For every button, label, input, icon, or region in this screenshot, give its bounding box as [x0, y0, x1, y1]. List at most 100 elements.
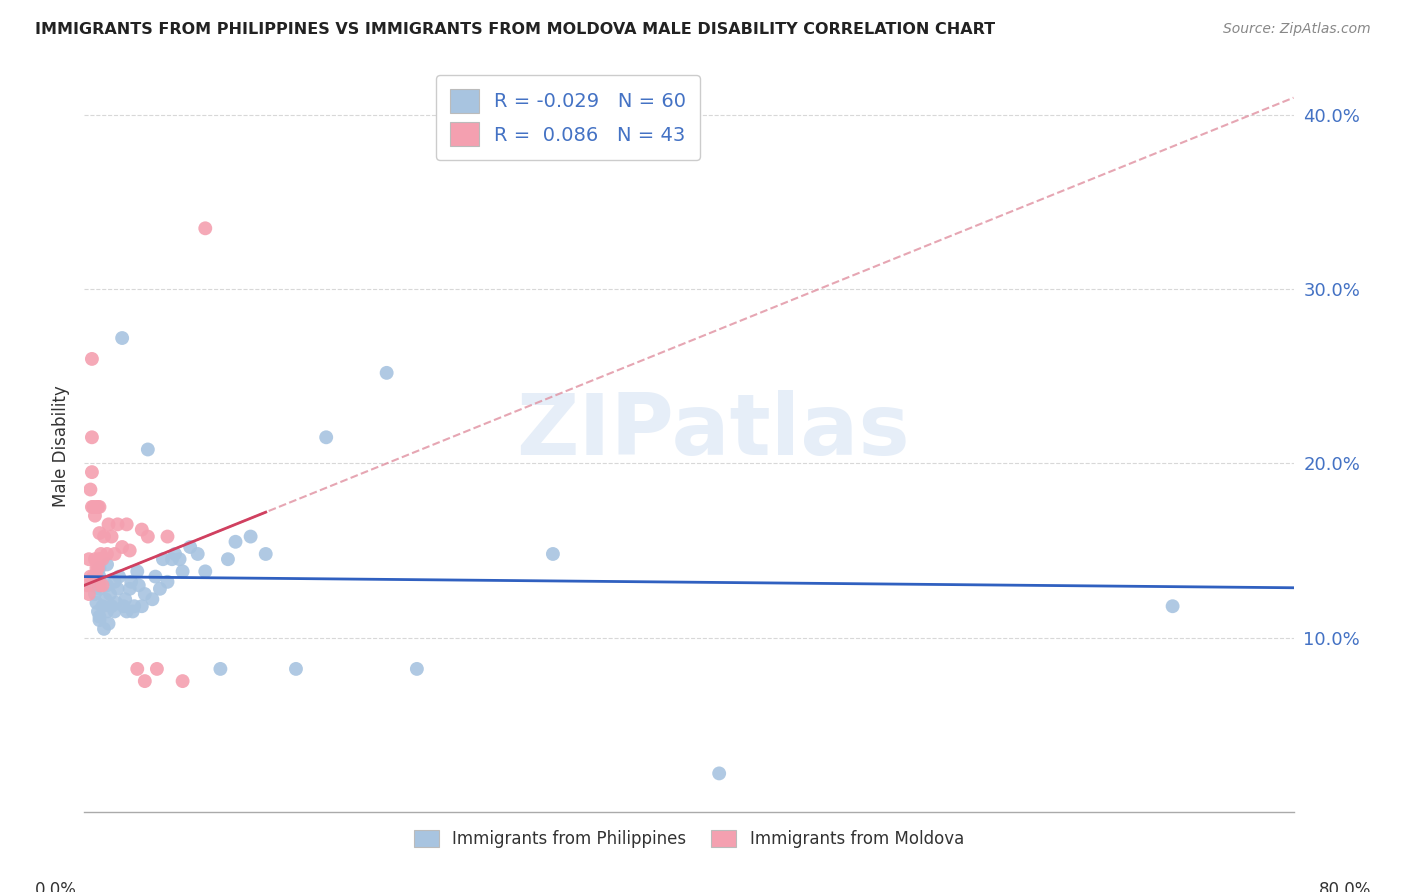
Point — [80, 430, 103, 444]
Point — [96, 547, 118, 561]
Point — [107, 517, 129, 532]
Point — [76, 578, 98, 592]
Point — [93, 530, 115, 544]
Point — [89, 609, 111, 624]
Point — [80, 578, 103, 592]
Point — [93, 622, 115, 636]
Point — [89, 582, 111, 596]
Point — [79, 483, 101, 497]
Point — [82, 500, 104, 514]
Point — [134, 674, 156, 689]
Point — [86, 569, 108, 583]
Point — [152, 552, 174, 566]
Point — [111, 331, 134, 345]
Point — [89, 526, 111, 541]
Point — [77, 552, 100, 566]
Point — [97, 517, 120, 532]
Point — [105, 596, 128, 610]
Text: Source: ZipAtlas.com: Source: ZipAtlas.com — [1223, 22, 1371, 37]
Point — [131, 599, 153, 614]
Point — [254, 547, 277, 561]
Point — [107, 582, 129, 596]
Point — [115, 604, 138, 618]
Text: 80.0%: 80.0% — [1319, 881, 1371, 892]
Point — [100, 599, 122, 614]
Point — [115, 517, 138, 532]
Point — [104, 547, 127, 561]
Point — [111, 540, 134, 554]
Point — [112, 599, 135, 614]
Point — [118, 543, 141, 558]
Point — [90, 547, 112, 561]
Point — [131, 523, 153, 537]
Y-axis label: Male Disability: Male Disability — [52, 385, 70, 507]
Point — [172, 674, 194, 689]
Point — [80, 351, 103, 366]
Text: 0.0%: 0.0% — [35, 881, 77, 892]
Text: ZIPatlas: ZIPatlas — [516, 390, 910, 473]
Point — [87, 604, 110, 618]
Point — [127, 565, 149, 579]
Point — [121, 604, 143, 618]
Point — [89, 569, 111, 583]
Point — [100, 530, 122, 544]
Point — [120, 574, 142, 589]
Point — [94, 592, 117, 607]
Point — [146, 662, 169, 676]
Point — [104, 574, 127, 589]
Point — [141, 592, 163, 607]
Point — [89, 561, 111, 575]
Point — [315, 430, 337, 444]
Point — [86, 596, 108, 610]
Point — [541, 547, 564, 561]
Text: IMMIGRANTS FROM PHILIPPINES VS IMMIGRANTS FROM MOLDOVA MALE DISABILITY CORRELATI: IMMIGRANTS FROM PHILIPPINES VS IMMIGRANT… — [35, 22, 995, 37]
Point — [375, 366, 398, 380]
Point — [86, 500, 108, 514]
Point — [156, 530, 179, 544]
Point — [1161, 599, 1184, 614]
Point — [285, 662, 308, 676]
Point — [89, 552, 111, 566]
Point — [160, 552, 183, 566]
Point — [97, 616, 120, 631]
Point — [156, 574, 179, 589]
Point — [79, 569, 101, 583]
Point — [104, 604, 127, 618]
Legend: Immigrants from Philippines, Immigrants from Moldova: Immigrants from Philippines, Immigrants … — [408, 823, 970, 855]
Point — [165, 547, 187, 561]
Point — [134, 587, 156, 601]
Point — [114, 592, 136, 607]
Point — [91, 552, 114, 566]
Point — [96, 558, 118, 572]
Point — [145, 569, 167, 583]
Point — [225, 534, 247, 549]
Point — [128, 578, 150, 592]
Point — [127, 662, 149, 676]
Point — [89, 578, 111, 592]
Point — [217, 552, 239, 566]
Point — [84, 508, 107, 523]
Point — [172, 565, 194, 579]
Point — [80, 500, 103, 514]
Point — [87, 500, 110, 514]
Point — [194, 565, 217, 579]
Point — [89, 552, 111, 566]
Point — [80, 465, 103, 479]
Point — [239, 530, 262, 544]
Point — [169, 552, 191, 566]
Point — [91, 578, 114, 592]
Point — [108, 569, 131, 583]
Point — [84, 587, 107, 601]
Point — [91, 599, 114, 614]
Point — [86, 561, 108, 575]
Point — [96, 578, 118, 592]
Point — [179, 540, 201, 554]
Point — [149, 582, 172, 596]
Point — [89, 500, 111, 514]
Point — [96, 604, 118, 618]
Point — [98, 587, 121, 601]
Point — [136, 442, 159, 457]
Point — [84, 552, 107, 566]
Point — [709, 766, 731, 780]
Point — [122, 599, 145, 614]
